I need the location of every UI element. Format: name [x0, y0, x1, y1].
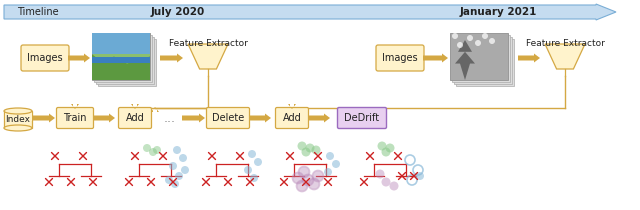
Circle shape — [312, 146, 321, 155]
Text: Add: Add — [125, 113, 145, 123]
Circle shape — [297, 181, 307, 191]
Circle shape — [248, 150, 256, 158]
Circle shape — [173, 146, 181, 154]
Text: Images: Images — [27, 53, 63, 63]
FancyBboxPatch shape — [275, 108, 308, 129]
Text: January 2021: January 2021 — [460, 7, 537, 17]
Circle shape — [381, 177, 390, 186]
Polygon shape — [188, 44, 228, 69]
FancyArrow shape — [423, 54, 448, 63]
Circle shape — [452, 33, 458, 39]
FancyArrow shape — [288, 104, 296, 109]
Bar — [94, 35, 152, 82]
Circle shape — [143, 144, 151, 152]
Bar — [450, 33, 508, 80]
Circle shape — [416, 172, 424, 180]
Circle shape — [153, 146, 161, 154]
Bar — [4, 111, 31, 121]
Circle shape — [175, 172, 183, 180]
Polygon shape — [545, 44, 585, 69]
FancyArrow shape — [131, 104, 139, 109]
FancyArrow shape — [33, 113, 55, 122]
Ellipse shape — [4, 108, 32, 114]
Circle shape — [324, 168, 332, 176]
FancyBboxPatch shape — [337, 108, 387, 129]
Text: Feature Extractor: Feature Extractor — [525, 39, 604, 48]
Circle shape — [482, 33, 488, 39]
Text: Add: Add — [283, 113, 301, 123]
FancyArrow shape — [249, 113, 271, 122]
Circle shape — [381, 147, 390, 156]
Text: Index: Index — [6, 114, 31, 123]
Circle shape — [309, 179, 319, 189]
Text: Delete: Delete — [212, 113, 244, 123]
Polygon shape — [92, 54, 150, 80]
Bar — [92, 33, 150, 54]
Circle shape — [332, 160, 340, 168]
Bar — [456, 39, 514, 86]
FancyArrow shape — [160, 54, 183, 63]
Text: Train: Train — [63, 113, 87, 123]
Circle shape — [250, 174, 258, 182]
FancyArrow shape — [308, 113, 330, 122]
Circle shape — [301, 147, 310, 156]
Circle shape — [303, 175, 313, 185]
Bar — [454, 37, 512, 84]
Bar — [4, 111, 32, 128]
Circle shape — [171, 180, 179, 188]
Circle shape — [254, 158, 262, 166]
Text: Feature Extractor: Feature Extractor — [168, 39, 248, 48]
Bar — [92, 33, 150, 80]
FancyBboxPatch shape — [21, 45, 69, 71]
Text: July 2020: July 2020 — [151, 7, 205, 17]
Circle shape — [475, 40, 481, 46]
FancyBboxPatch shape — [118, 108, 152, 129]
Polygon shape — [455, 40, 475, 80]
Circle shape — [385, 143, 394, 152]
FancyArrow shape — [71, 104, 79, 109]
Circle shape — [298, 142, 307, 151]
Bar — [98, 39, 156, 86]
Circle shape — [390, 181, 399, 190]
Circle shape — [305, 143, 314, 152]
Circle shape — [313, 171, 323, 181]
FancyBboxPatch shape — [207, 108, 250, 129]
FancyBboxPatch shape — [376, 45, 424, 71]
FancyArrow shape — [4, 4, 616, 20]
Bar — [96, 37, 154, 84]
Bar — [452, 35, 510, 82]
Text: Images: Images — [382, 53, 418, 63]
Circle shape — [293, 173, 303, 183]
Circle shape — [181, 166, 189, 174]
FancyArrow shape — [93, 113, 115, 122]
Circle shape — [376, 169, 385, 178]
FancyArrow shape — [151, 107, 159, 112]
FancyArrow shape — [68, 54, 90, 63]
Text: Timeline: Timeline — [17, 7, 59, 17]
Circle shape — [457, 42, 463, 48]
Circle shape — [169, 162, 177, 170]
Ellipse shape — [4, 125, 32, 131]
Circle shape — [326, 152, 334, 160]
Text: DeDrift: DeDrift — [344, 113, 380, 123]
Circle shape — [179, 154, 187, 162]
FancyArrow shape — [182, 113, 205, 122]
Circle shape — [378, 142, 387, 151]
FancyArrow shape — [518, 54, 540, 63]
Circle shape — [467, 35, 473, 41]
Circle shape — [489, 38, 495, 44]
Circle shape — [165, 176, 173, 184]
Circle shape — [149, 148, 157, 156]
Circle shape — [299, 167, 309, 177]
Circle shape — [244, 166, 252, 174]
FancyBboxPatch shape — [56, 108, 93, 129]
Text: ...: ... — [164, 113, 176, 126]
Bar — [92, 58, 150, 63]
